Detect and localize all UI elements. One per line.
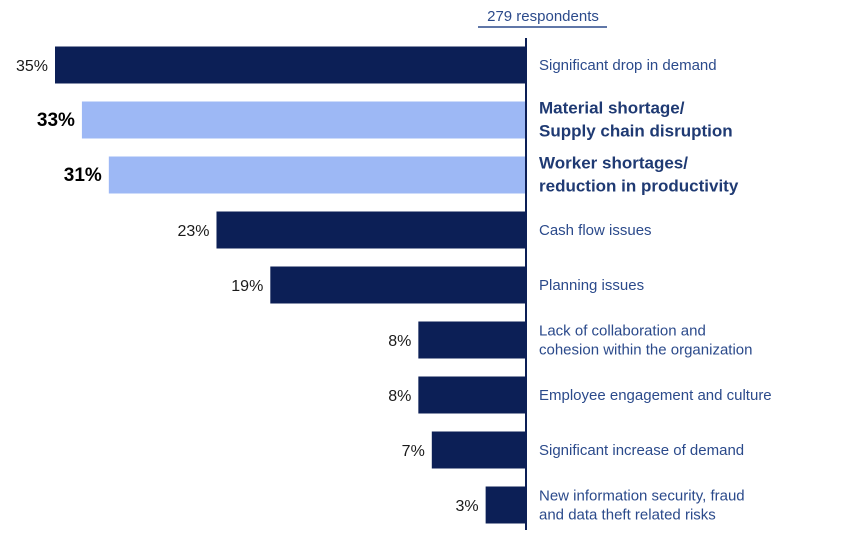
category-label-0: Significant drop in demand: [539, 57, 717, 74]
bar-3: [216, 211, 526, 249]
value-label-1: 33%: [37, 110, 75, 131]
bar-6: [418, 376, 526, 414]
category-label-line: Significant increase of demand: [539, 442, 744, 459]
value-label-7: 7%: [402, 443, 425, 460]
value-label-6: 8%: [388, 388, 411, 405]
category-label-line: Significant drop in demand: [539, 57, 717, 74]
category-label-line: Planning issues: [539, 277, 644, 294]
bar-5: [418, 321, 526, 359]
category-label-line: Worker shortages/: [539, 154, 688, 173]
respondents-label: 279 respondents: [487, 8, 599, 25]
category-label-line: and data theft related risks: [539, 507, 716, 524]
category-label-line: cohesion within the organization: [539, 342, 752, 359]
category-label-line: New information security, fraud: [539, 488, 745, 505]
value-label-4: 19%: [231, 278, 263, 295]
value-label-8: 3%: [456, 498, 479, 515]
category-label-line: Supply chain disruption: [539, 122, 733, 141]
category-label-line: Material shortage/: [539, 99, 685, 118]
category-label-2: Worker shortages/reduction in productivi…: [539, 154, 739, 196]
bar-0: [55, 46, 526, 84]
bar-1: [81, 101, 527, 139]
category-label-3: Cash flow issues: [539, 222, 652, 239]
category-label-line: reduction in productivity: [539, 177, 739, 196]
category-label-line: Lack of collaboration and: [539, 323, 706, 340]
category-label-1: Material shortage/Supply chain disruptio…: [539, 99, 733, 141]
bar-8: [485, 486, 526, 524]
bar-7: [431, 431, 526, 469]
value-label-3: 23%: [177, 223, 209, 240]
value-label-5: 8%: [388, 333, 411, 350]
category-label-5: Lack of collaboration and cohesion within…: [539, 323, 752, 359]
bar-2: [108, 156, 526, 194]
value-label-0: 35%: [16, 58, 48, 75]
bars: 35% Significant drop in demand 33% Material…: [16, 46, 772, 524]
value-label-2: 31%: [64, 165, 102, 186]
category-label-8: New information security, fraud and data …: [539, 488, 745, 524]
bar-4: [270, 266, 526, 304]
category-label-6: Employee engagement and culture: [539, 387, 772, 404]
category-label-line: Cash flow issues: [539, 222, 652, 239]
category-label-4: Planning issues: [539, 277, 644, 294]
category-label-line: Employee engagement and culture: [539, 387, 772, 404]
category-label-7: Significant increase of demand: [539, 442, 744, 459]
